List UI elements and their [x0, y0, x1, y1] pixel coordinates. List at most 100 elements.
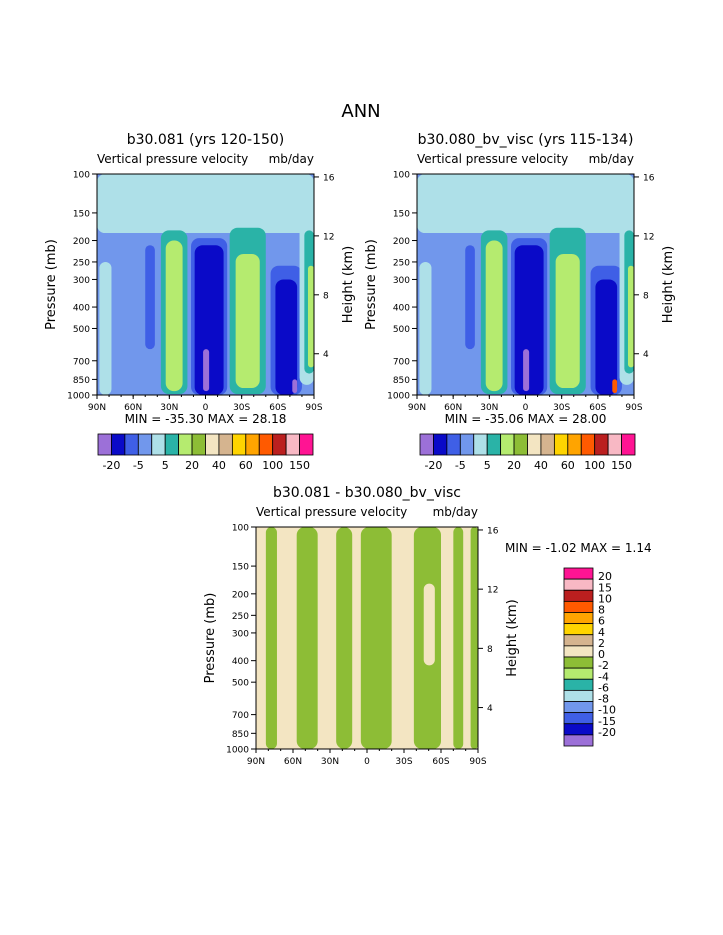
colorbar-swatch: [540, 433, 555, 456]
contour-region: [417, 174, 634, 234]
contour-region: [423, 583, 435, 666]
chart-units: mb/day: [269, 152, 314, 166]
contour-region: [453, 527, 464, 749]
chart-units: mb/day: [589, 152, 634, 166]
contour-region: [612, 379, 618, 394]
plot-area: [256, 527, 478, 749]
height-tick-label: 8: [323, 291, 329, 301]
colorbar-label: 20: [185, 459, 199, 472]
y-tick-label: 100: [73, 171, 90, 181]
height-axis-label: Height (km): [341, 246, 356, 323]
colorbar-swatch: [178, 433, 193, 456]
x-tick-label: 90S: [469, 757, 486, 767]
colorbar-label: 40: [212, 459, 226, 472]
y-tick-label: 1000: [226, 746, 249, 756]
colorbar-label: -20: [424, 459, 442, 472]
y-tick-label: 500: [393, 325, 410, 335]
plot-area: [417, 174, 634, 395]
colorbar-swatch: [563, 623, 594, 636]
contour-region: [203, 349, 210, 392]
colorbar-swatch: [486, 433, 502, 456]
colorbar-swatch: [563, 589, 594, 602]
x-tick-label: 60S: [589, 403, 606, 413]
colorbar-swatch: [419, 433, 434, 456]
colorbar-swatch: [563, 600, 594, 613]
min-max-stats: MIN = -35.06 MAX = 28.00: [445, 412, 607, 426]
y-tick-label: 200: [73, 237, 90, 247]
y-tick-label: 100: [232, 524, 249, 534]
x-tick-label: 0: [203, 403, 209, 413]
colorbar-label: -4: [598, 670, 609, 683]
colorbar-label: -5: [133, 459, 144, 472]
contour-region: [485, 240, 503, 392]
min-max-stats: MIN = -1.02 MAX = 1.14: [505, 541, 652, 555]
y-tick-label: 300: [232, 629, 249, 639]
x-tick-label: 60N: [284, 757, 302, 767]
colorbar-swatch: [563, 667, 594, 680]
y-tick-label: 500: [232, 679, 249, 689]
colorbar-label: 6: [598, 615, 605, 628]
colorbar-swatch: [513, 433, 528, 456]
height-axis-label: Height (km): [505, 599, 520, 676]
x-tick-label: 90N: [88, 403, 106, 413]
height-tick-label: 12: [487, 586, 498, 596]
colorbar-swatch: [563, 734, 594, 747]
y-tick-label: 200: [232, 590, 249, 600]
x-tick-label: 60N: [444, 403, 462, 413]
y-tick-label: 700: [73, 357, 90, 367]
contour-region: [275, 279, 298, 395]
y-tick-label: 150: [232, 563, 249, 573]
colorbar-swatch: [164, 433, 180, 456]
plot-area: [97, 174, 314, 395]
contour-region: [99, 261, 112, 395]
colorbar-swatch: [191, 433, 206, 456]
colorbar-label: 5: [484, 459, 491, 472]
colorbar-swatch: [607, 433, 622, 456]
colorbar-swatch: [218, 433, 233, 456]
x-tick-label: 0: [523, 403, 529, 413]
colorbar-swatch: [299, 433, 314, 456]
height-tick-label: 4: [487, 704, 493, 714]
x-tick-label: 60S: [432, 757, 449, 767]
colorbar-label: 40: [534, 459, 548, 472]
colorbar-swatch: [553, 433, 569, 456]
colorbar-label: 4: [598, 626, 605, 639]
y-tick-label: 400: [393, 304, 410, 314]
height-tick-label: 16: [643, 173, 655, 183]
colorbar-swatch: [563, 701, 594, 714]
colorbar-swatch: [137, 433, 153, 456]
colorbar-swatch: [231, 433, 247, 456]
x-tick-label: 30N: [321, 757, 339, 767]
colorbar-swatch: [124, 433, 139, 456]
colorbar-label: 150: [611, 459, 632, 472]
contour-region: [470, 527, 478, 749]
colorbar-swatch: [563, 578, 594, 591]
chart-units: mb/day: [433, 505, 478, 519]
contour-region: [265, 527, 277, 749]
colorbar-swatch: [433, 433, 448, 456]
colorbar-label: -20: [598, 726, 616, 739]
contour-region: [523, 349, 530, 392]
contour-region: [467, 174, 479, 231]
colorbar-swatch: [258, 433, 274, 456]
colorbar-swatch: [272, 433, 287, 456]
colorbar-label: 60: [561, 459, 575, 472]
colorbar-swatch: [205, 433, 220, 456]
y-tick-label: 150: [73, 209, 90, 219]
colorbar-swatch: [580, 433, 596, 456]
colorbar-swatch: [621, 433, 636, 456]
colorbar-label: 20: [507, 459, 521, 472]
colorbar-label: 150: [289, 459, 310, 472]
colorbar-label: 5: [162, 459, 169, 472]
y-tick-label: 1000: [67, 392, 90, 402]
colorbar-label: -2: [598, 659, 609, 672]
colorbar-label: 8: [598, 604, 605, 617]
y-tick-label: 250: [232, 612, 249, 622]
colorbar: -20 -5 5 20 40 60 100 150: [419, 433, 636, 472]
contour-region: [194, 245, 224, 395]
contour-region: [307, 265, 314, 368]
colorbar-label: -6: [598, 681, 609, 694]
x-tick-label: 30S: [553, 403, 570, 413]
